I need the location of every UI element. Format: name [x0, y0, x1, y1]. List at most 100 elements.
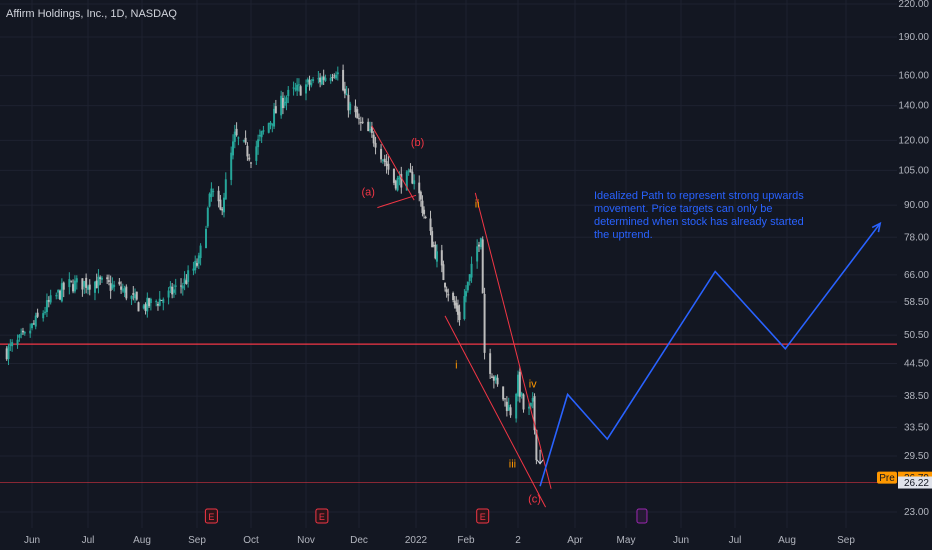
candle-body: [107, 280, 110, 282]
candle-body: [47, 300, 50, 302]
candle-body: [197, 255, 200, 264]
candle-body: [509, 407, 512, 416]
candle-body: [444, 282, 447, 288]
last-price-badge: [898, 476, 932, 489]
earnings-marker-icon: [204, 508, 218, 524]
candle-body: [132, 293, 135, 295]
candle-body: [392, 168, 395, 183]
candle-body: [185, 280, 188, 284]
candle-body: [476, 246, 479, 262]
candle-body: [452, 292, 455, 300]
candle-body: [121, 289, 124, 291]
candle-body: [456, 305, 459, 315]
candle-body: [73, 280, 76, 292]
candle-body: [455, 302, 458, 309]
price-axis-label: 190.00: [898, 32, 929, 43]
candle-body: [88, 284, 91, 290]
trend-channel-line: [474, 192, 552, 489]
candle-body: [146, 297, 149, 312]
candle-body: [504, 398, 506, 400]
candle-body: [16, 339, 19, 346]
candle-body: [59, 290, 61, 300]
candle-body: [148, 298, 151, 307]
candle-body: [429, 218, 432, 231]
time-axis-label: Jul: [729, 535, 742, 546]
candle-body: [237, 137, 240, 139]
candle-body: [333, 75, 336, 77]
price-axis-label: 23.00: [904, 507, 929, 518]
candle-body: [463, 296, 466, 320]
price-axis-label: 78.00: [904, 232, 929, 243]
candle-body: [130, 295, 133, 299]
time-axis-label: Apr: [567, 535, 583, 546]
candle-body: [529, 402, 532, 407]
candle-body: [174, 285, 177, 287]
candle-body: [45, 300, 48, 312]
candle-body: [481, 239, 484, 294]
candle-body: [57, 290, 60, 293]
earnings-marker-letter: E: [480, 512, 486, 522]
projection-arrowhead: [871, 221, 882, 233]
candle-body: [324, 77, 327, 81]
candle-body: [421, 200, 424, 214]
pre-market-label-badge: [877, 471, 897, 484]
candle-body: [72, 284, 75, 292]
candle-body: [258, 134, 261, 137]
candle-body: [468, 274, 471, 282]
candle-body: [21, 330, 24, 333]
candle-body: [260, 131, 263, 138]
candle-body: [137, 302, 140, 312]
candle-body: [424, 217, 427, 219]
trend-channel-line: [377, 194, 417, 209]
price-axis-label: 140.00: [898, 101, 929, 112]
candle-body: [85, 277, 88, 288]
candle-body: [345, 93, 348, 96]
candle-body: [44, 311, 47, 313]
projection-path: [539, 222, 881, 487]
candle-body: [144, 304, 147, 311]
candle-body: [359, 122, 362, 124]
candle-body: [434, 244, 437, 259]
candle-body: [55, 295, 58, 297]
candle-body: [125, 286, 128, 299]
price-axis-label: 220.00: [898, 0, 929, 10]
annotation-text: Idealized Path to represent strong upwar…: [594, 190, 804, 241]
candle-body: [297, 84, 300, 86]
candle-body: [445, 289, 448, 293]
candle-body: [447, 294, 450, 296]
candle-body: [489, 353, 492, 374]
candle-body: [358, 118, 360, 120]
wave-label: (b): [411, 137, 424, 149]
candle-body: [70, 280, 73, 282]
candle-body: [336, 72, 339, 75]
wave-label: iii: [509, 459, 516, 471]
time-axis-background: [0, 528, 932, 550]
candle-body: [34, 315, 37, 327]
candle-body: [356, 109, 359, 119]
wave-label: (a): [361, 186, 374, 198]
candle-body: [528, 406, 531, 409]
candle-body: [187, 270, 190, 282]
candle-body: [199, 245, 202, 259]
low-marker-arrowhead: [536, 459, 544, 465]
candle-body: [411, 171, 414, 184]
candle-body: [466, 281, 469, 291]
candle-body: [400, 173, 403, 188]
wave-label: ii: [475, 199, 480, 211]
candle-body: [196, 262, 198, 266]
candle-body: [142, 305, 145, 309]
candle-body: [518, 371, 521, 397]
candle-body: [491, 376, 493, 378]
candle-body: [223, 197, 225, 213]
candle-body: [192, 268, 195, 271]
candle-body: [68, 279, 71, 288]
candle-body: [97, 276, 100, 286]
candle-body: [18, 334, 21, 338]
candle-body: [383, 158, 386, 162]
candle-body: [483, 294, 486, 353]
candle-body: [372, 134, 375, 144]
candle-body: [413, 180, 416, 185]
candle-body: [405, 171, 408, 191]
time-axis-label: Feb: [457, 535, 475, 546]
